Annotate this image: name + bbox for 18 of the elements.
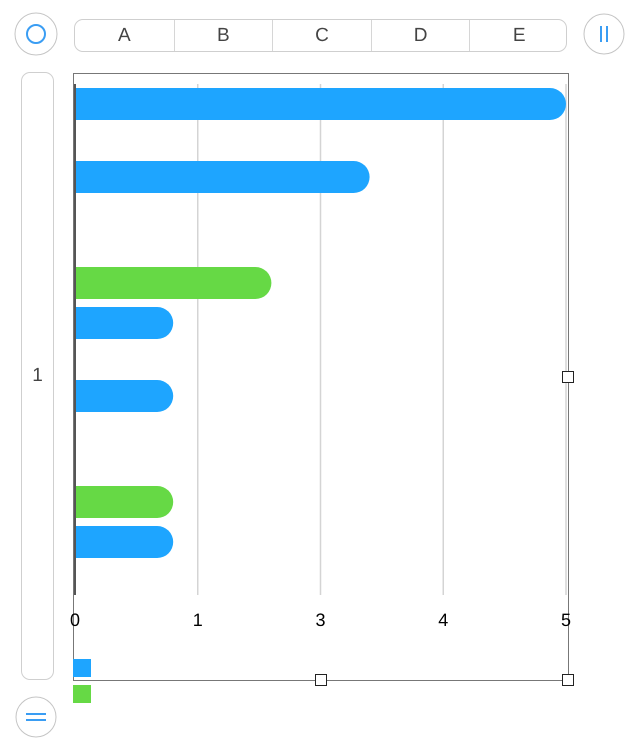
bar bbox=[75, 267, 272, 299]
text: E bbox=[512, 24, 526, 46]
bar bbox=[75, 486, 174, 518]
x-tick-label: 1 bbox=[192, 610, 203, 630]
text: D bbox=[414, 24, 428, 46]
text: C bbox=[315, 24, 329, 46]
text: B bbox=[217, 24, 230, 46]
x-tick-label: 0 bbox=[70, 610, 80, 630]
text: 1 bbox=[32, 365, 43, 387]
x-tick-label: 4 bbox=[438, 610, 448, 630]
bar bbox=[75, 88, 566, 120]
bar bbox=[75, 380, 174, 412]
bar bbox=[75, 307, 174, 339]
bar bbox=[75, 161, 370, 193]
bar bbox=[75, 526, 174, 558]
x-tick-label: 5 bbox=[560, 610, 572, 630]
text: A bbox=[118, 24, 131, 46]
x-tick-label: 3 bbox=[315, 610, 326, 630]
